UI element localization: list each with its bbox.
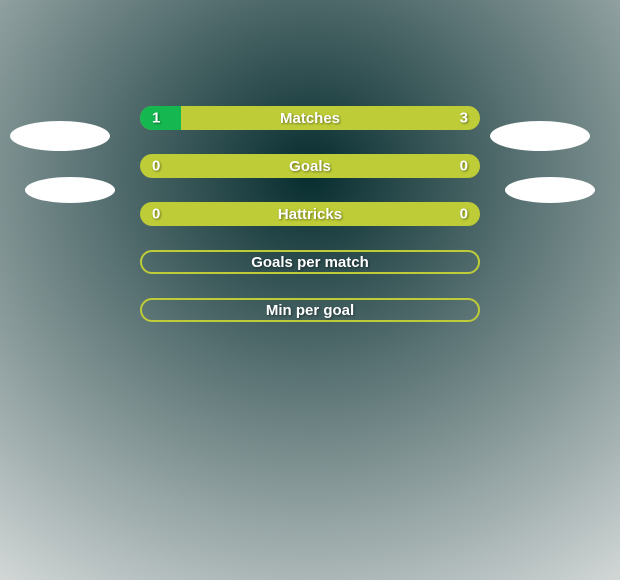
- decorative-ellipse: [10, 121, 110, 151]
- stat-row-outline: Goals per match: [140, 250, 480, 274]
- stat-value-left: 0: [152, 206, 160, 223]
- stat-row: 0 Goals 0: [140, 154, 480, 178]
- background-gradient: [0, 0, 620, 580]
- stat-label: Hattricks: [278, 206, 342, 223]
- stat-value-right: 0: [460, 206, 468, 223]
- decorative-ellipse: [25, 177, 115, 203]
- stat-row: 1 Matches 3: [140, 106, 480, 130]
- decorative-ellipse: [505, 177, 595, 203]
- stat-row: 0 Hattricks 0: [140, 202, 480, 226]
- stat-row-outline: Min per goal: [140, 298, 480, 322]
- stat-value-right: 0: [460, 158, 468, 175]
- stat-value-right: 3: [460, 110, 468, 127]
- stat-label: Min per goal: [266, 302, 354, 319]
- stat-value-left: 1: [152, 110, 160, 127]
- stat-label: Goals: [289, 158, 331, 175]
- stat-label: Goals per match: [251, 254, 369, 271]
- stat-value-left: 0: [152, 158, 160, 175]
- stat-fill-left: [140, 106, 181, 130]
- decorative-ellipse: [490, 121, 590, 151]
- comparison-card: Limani vs MaliniÄ‡ Club competitions, Se…: [0, 0, 620, 580]
- stat-label: Matches: [280, 110, 340, 127]
